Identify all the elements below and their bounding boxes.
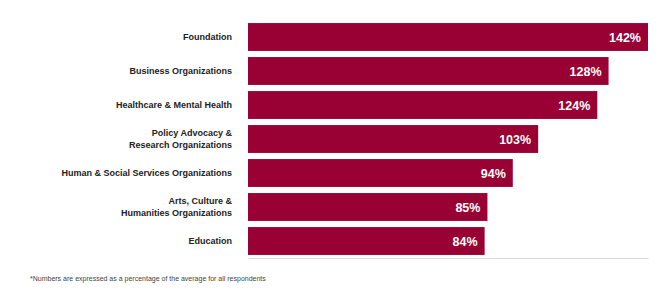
y-tick: Policy Advocacy &Research Organizations (129, 128, 233, 151)
x-axis (249, 258, 649, 259)
x-axis-line (249, 258, 649, 259)
data-labels: 142% 128% 124% 103% 94% 85% 84% (453, 31, 641, 249)
y-axis: Foundation Business Organizations Healthca… (61, 32, 232, 246)
category-label: Arts, Culture &Humanities Organizations (121, 196, 233, 219)
data-label: 94% (481, 167, 506, 181)
footnote: *Numbers are expressed as a percentage o… (30, 275, 266, 283)
bar (248, 193, 487, 221)
y-tick: Foundation (183, 32, 232, 42)
category-label: Education (188, 236, 232, 246)
category-label: Foundation (183, 32, 232, 42)
bar (248, 125, 538, 153)
y-tick: Healthcare & Mental Health (116, 100, 232, 110)
data-label: 128% (570, 65, 602, 79)
data-label: 84% (453, 235, 478, 249)
category-label: Human & Social Services Organizations (61, 168, 232, 178)
y-tick: Education (188, 236, 232, 246)
category-label: Policy Advocacy &Research Organizations (129, 128, 233, 151)
data-label: 85% (455, 201, 480, 215)
y-tick: Business Organizations (129, 66, 232, 76)
category-label: Healthcare & Mental Health (116, 100, 232, 110)
data-label: 124% (558, 99, 590, 113)
data-label: 142% (609, 31, 641, 45)
bar (248, 23, 648, 51)
y-tick: Arts, Culture &Humanities Organizations (121, 196, 233, 219)
bar (248, 91, 597, 119)
category-label: Business Organizations (129, 66, 232, 76)
bar (248, 159, 513, 187)
chart: Foundation Business Organizations Healthca… (0, 0, 672, 290)
bar (248, 227, 485, 255)
data-label: 103% (499, 133, 531, 147)
bars (248, 23, 648, 255)
y-tick: Human & Social Services Organizations (61, 168, 232, 178)
bar (248, 57, 609, 85)
